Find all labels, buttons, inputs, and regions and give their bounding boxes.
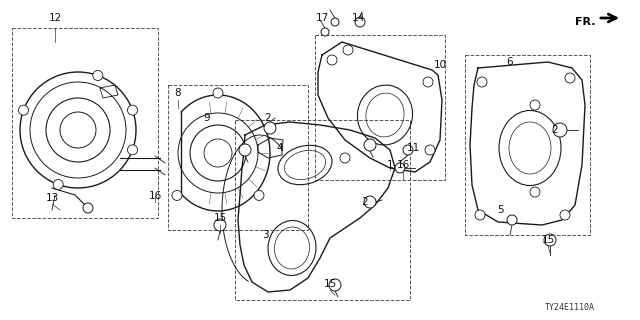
Circle shape <box>364 139 376 151</box>
Text: 1: 1 <box>387 160 394 170</box>
Circle shape <box>172 190 182 200</box>
Text: 11: 11 <box>406 143 420 153</box>
Circle shape <box>530 187 540 197</box>
Text: 15: 15 <box>541 235 555 245</box>
Text: 16: 16 <box>396 160 410 170</box>
Circle shape <box>355 17 365 27</box>
Circle shape <box>127 105 138 115</box>
Text: 2: 2 <box>552 125 558 135</box>
Text: 9: 9 <box>204 113 211 123</box>
Text: TY24E1110A: TY24E1110A <box>545 303 595 313</box>
Text: 13: 13 <box>45 193 59 203</box>
Text: 6: 6 <box>507 57 513 67</box>
Text: 8: 8 <box>175 88 181 98</box>
Circle shape <box>83 203 93 213</box>
Circle shape <box>395 163 405 173</box>
Circle shape <box>403 145 413 155</box>
Text: 12: 12 <box>49 13 61 23</box>
Circle shape <box>213 88 223 98</box>
Text: FR.: FR. <box>575 17 595 27</box>
Circle shape <box>214 219 226 231</box>
Text: 4: 4 <box>276 143 284 153</box>
Circle shape <box>239 144 251 156</box>
Circle shape <box>507 215 517 225</box>
Circle shape <box>93 70 103 81</box>
Circle shape <box>19 105 29 115</box>
Circle shape <box>340 153 350 163</box>
Circle shape <box>53 180 63 189</box>
Text: 15: 15 <box>213 213 227 223</box>
Circle shape <box>331 18 339 26</box>
Text: 16: 16 <box>148 191 162 201</box>
Circle shape <box>329 279 341 291</box>
Circle shape <box>425 145 435 155</box>
Circle shape <box>327 55 337 65</box>
Circle shape <box>565 73 575 83</box>
Circle shape <box>423 77 433 87</box>
Circle shape <box>475 210 485 220</box>
Circle shape <box>477 77 487 87</box>
Text: 2: 2 <box>265 113 271 123</box>
Circle shape <box>364 196 376 208</box>
Text: 10: 10 <box>433 60 447 70</box>
Text: 14: 14 <box>351 13 365 23</box>
Text: 15: 15 <box>323 279 337 289</box>
Circle shape <box>321 28 329 36</box>
Text: 17: 17 <box>316 13 328 23</box>
Text: 3: 3 <box>262 230 268 240</box>
Circle shape <box>264 122 276 134</box>
Text: 5: 5 <box>497 205 503 215</box>
Circle shape <box>254 190 264 200</box>
Circle shape <box>544 234 556 246</box>
Circle shape <box>560 210 570 220</box>
Circle shape <box>530 100 540 110</box>
Circle shape <box>127 145 138 155</box>
Circle shape <box>343 45 353 55</box>
Circle shape <box>553 123 567 137</box>
Text: 2: 2 <box>362 197 368 207</box>
